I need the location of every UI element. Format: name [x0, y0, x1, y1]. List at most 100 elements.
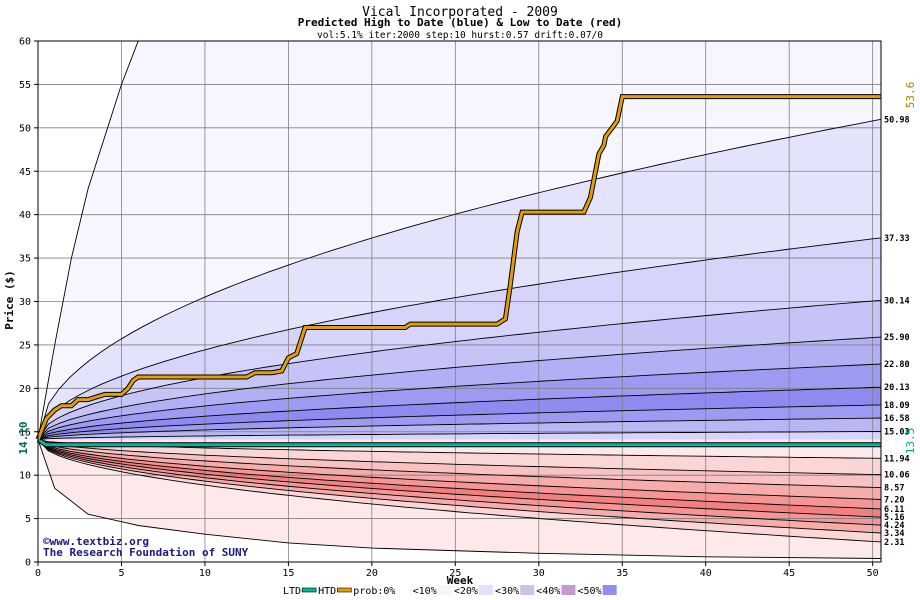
- chart-subtitle: Predicted High to Date (blue) & Low to D…: [298, 16, 623, 29]
- percentile-line-16: [37, 439, 882, 534]
- y-tick-label: 35: [19, 254, 31, 265]
- high-percentile-label: 37.33: [884, 234, 910, 244]
- percentile-line-2: [37, 299, 882, 440]
- legend-swatch: [602, 585, 617, 595]
- low-percentile-label: 7.20: [884, 495, 904, 505]
- low-band-2: [38, 439, 881, 488]
- x-tick-label: 15: [282, 568, 294, 579]
- low-percentile-label: 6.11: [884, 505, 904, 515]
- chart-params: vol:5.1% iter:2000 step:10 hurst:0.57 dr…: [317, 30, 603, 41]
- high-band-9: [38, 431, 881, 440]
- percentile-line-14: [37, 439, 882, 518]
- legend-swatch: [437, 585, 452, 595]
- y-tick-label: 50: [19, 123, 31, 134]
- y-tick-label: 40: [19, 210, 31, 221]
- x-tick-label: 40: [700, 568, 712, 579]
- legend-label: prob:0%: [353, 586, 395, 597]
- legend-swatch: [336, 587, 352, 593]
- legend-label: <10%: [413, 586, 437, 597]
- htd-line: [36, 95, 881, 441]
- x-axis-label: Week: [447, 574, 474, 587]
- percentile-lines: [37, 40, 882, 559]
- high-percentile-label: 18.09: [884, 401, 910, 411]
- x-tick-label: 25: [449, 568, 461, 579]
- high-band-0: [38, 41, 881, 440]
- y-tick-label: 10: [19, 471, 31, 482]
- legend-label: <40%: [536, 586, 560, 597]
- high-band-3: [38, 300, 881, 440]
- percentile-line-0: [37, 118, 882, 440]
- low-band-5: [38, 439, 881, 518]
- high-band-8: [38, 418, 881, 440]
- percentile-line-1: [37, 237, 882, 440]
- legend-label: <30%: [495, 586, 519, 597]
- watermark-line2: The Research Foundation of SUNY: [43, 546, 249, 559]
- y-tick-label: 20: [19, 384, 31, 395]
- percentile-line-13: [37, 439, 882, 510]
- legend-label: <20%: [454, 586, 478, 597]
- x-tick-label: 50: [867, 568, 879, 579]
- high-percentile-label: 30.14: [884, 296, 910, 306]
- axes: 0 5 10 15 20 25 30 35 40 45 50 0 5 10 15 20 25 30 35 40 45 50…: [19, 37, 879, 580]
- upper-envelope-line: [37, 40, 881, 440]
- y-tick-label: 45: [19, 167, 31, 178]
- high-percentile-label: 20.13: [884, 383, 910, 393]
- high-band-1: [38, 119, 881, 440]
- high-percentile-label: 15.03: [884, 427, 910, 437]
- x-tick-label: 20: [366, 568, 378, 579]
- legend: LTD HTD prob:0% <10% <20% <30% <40% <50%: [283, 585, 617, 597]
- percentile-line-10: [37, 439, 882, 476]
- percentile-line-6: [37, 404, 882, 441]
- percentile-line-5: [37, 386, 882, 440]
- high-band-2: [38, 237, 881, 440]
- high-band-7: [38, 404, 881, 440]
- legend-label: LTD: [283, 586, 301, 597]
- high-percentile-label: 25.90: [884, 333, 910, 343]
- low-percentile-label: 8.57: [884, 484, 904, 494]
- high-percentile-label: 50.98: [884, 115, 910, 125]
- high-band-4: [38, 337, 881, 440]
- x-tick-label: 5: [118, 568, 124, 579]
- high-percentile-label: 22.80: [884, 360, 910, 370]
- lower-envelope-line: [37, 439, 882, 559]
- ltd-final-label: 13.5: [904, 428, 917, 455]
- percentile-line-15: [37, 439, 882, 526]
- grid: [38, 40, 881, 562]
- legend-swatch: [479, 585, 494, 595]
- legend-swatch: [561, 585, 576, 595]
- high-band-5: [38, 364, 881, 440]
- low-band-6: [38, 439, 881, 526]
- low-band-1: [38, 439, 881, 475]
- ltd-line: [37, 438, 881, 447]
- low-percentile-label: 2.31: [884, 538, 904, 548]
- percentile-line-7: [37, 417, 882, 441]
- y-tick-label: 5: [25, 514, 31, 525]
- low-percentile-label: 11.94: [884, 454, 910, 464]
- start-price-label: 14.10: [17, 421, 30, 454]
- y-tick-label: 25: [19, 340, 31, 351]
- low-band-9: [38, 439, 881, 559]
- low-percentile-label: 10.06: [884, 471, 910, 481]
- end-labels: 50.98 37.33 30.14 25.90 22.80 20.13 18.09 16.58…: [884, 115, 910, 548]
- actual-lines: [35, 94, 881, 448]
- watermark-line1: ©www.textbiz.org: [43, 535, 149, 548]
- percentile-line-11: [37, 439, 882, 489]
- low-band-3: [38, 439, 881, 500]
- high-percentile-label: 16.58: [884, 414, 910, 424]
- x-tick-label: 45: [783, 568, 795, 579]
- low-band-8: [38, 439, 881, 542]
- legend-label: HTD: [318, 586, 336, 597]
- y-tick-label: 55: [19, 80, 31, 91]
- y-tick-label: 15: [19, 427, 31, 438]
- y-tick-label: 0: [25, 558, 31, 569]
- legend-swatch: [301, 587, 317, 593]
- y-tick-label: 30: [19, 297, 31, 308]
- percentile-line-3: [37, 336, 882, 440]
- x-tick-label: 10: [199, 568, 211, 579]
- legend-swatch: [396, 585, 411, 595]
- percentile-line-4: [37, 363, 882, 440]
- legend-swatch: [520, 585, 535, 595]
- percentile-line-17: [37, 439, 882, 543]
- percentile-line-12: [37, 439, 882, 500]
